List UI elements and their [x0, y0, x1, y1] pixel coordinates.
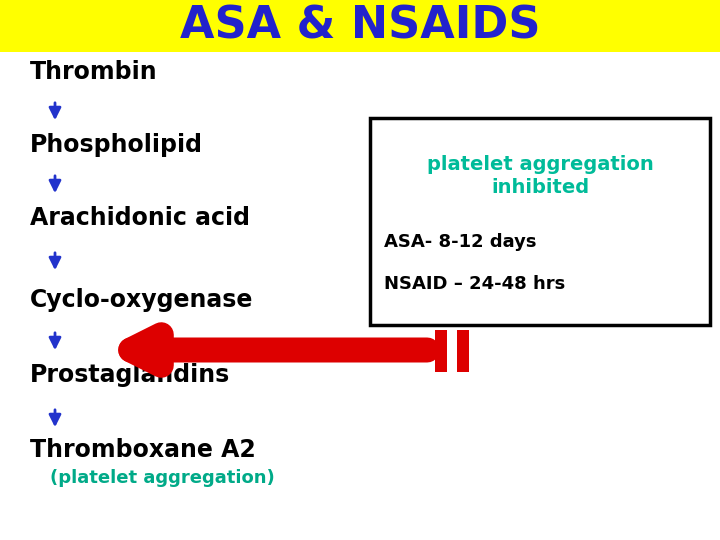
Text: Thromboxane A2: Thromboxane A2: [30, 438, 256, 462]
Text: platelet aggregation
inhibited: platelet aggregation inhibited: [427, 155, 653, 197]
Text: NSAID – 24-48 hrs: NSAID – 24-48 hrs: [384, 275, 565, 293]
Text: (platelet aggregation): (platelet aggregation): [50, 469, 275, 487]
Bar: [370, 118, 710, 325]
Text: Thrombin: Thrombin: [30, 60, 158, 84]
Text: Cyclo-oxygenase: Cyclo-oxygenase: [30, 288, 253, 312]
Text: ASA- 8-12 days: ASA- 8-12 days: [384, 233, 536, 251]
Text: Prostaglandins: Prostaglandins: [30, 363, 230, 387]
Text: Phospholipid: Phospholipid: [30, 133, 203, 157]
Bar: [457, 330, 469, 372]
Text: Arachidonic acid: Arachidonic acid: [30, 206, 250, 230]
Text: ASA & NSAIDS: ASA & NSAIDS: [180, 4, 540, 48]
Bar: [0, 0, 720, 52]
Bar: [435, 330, 447, 372]
